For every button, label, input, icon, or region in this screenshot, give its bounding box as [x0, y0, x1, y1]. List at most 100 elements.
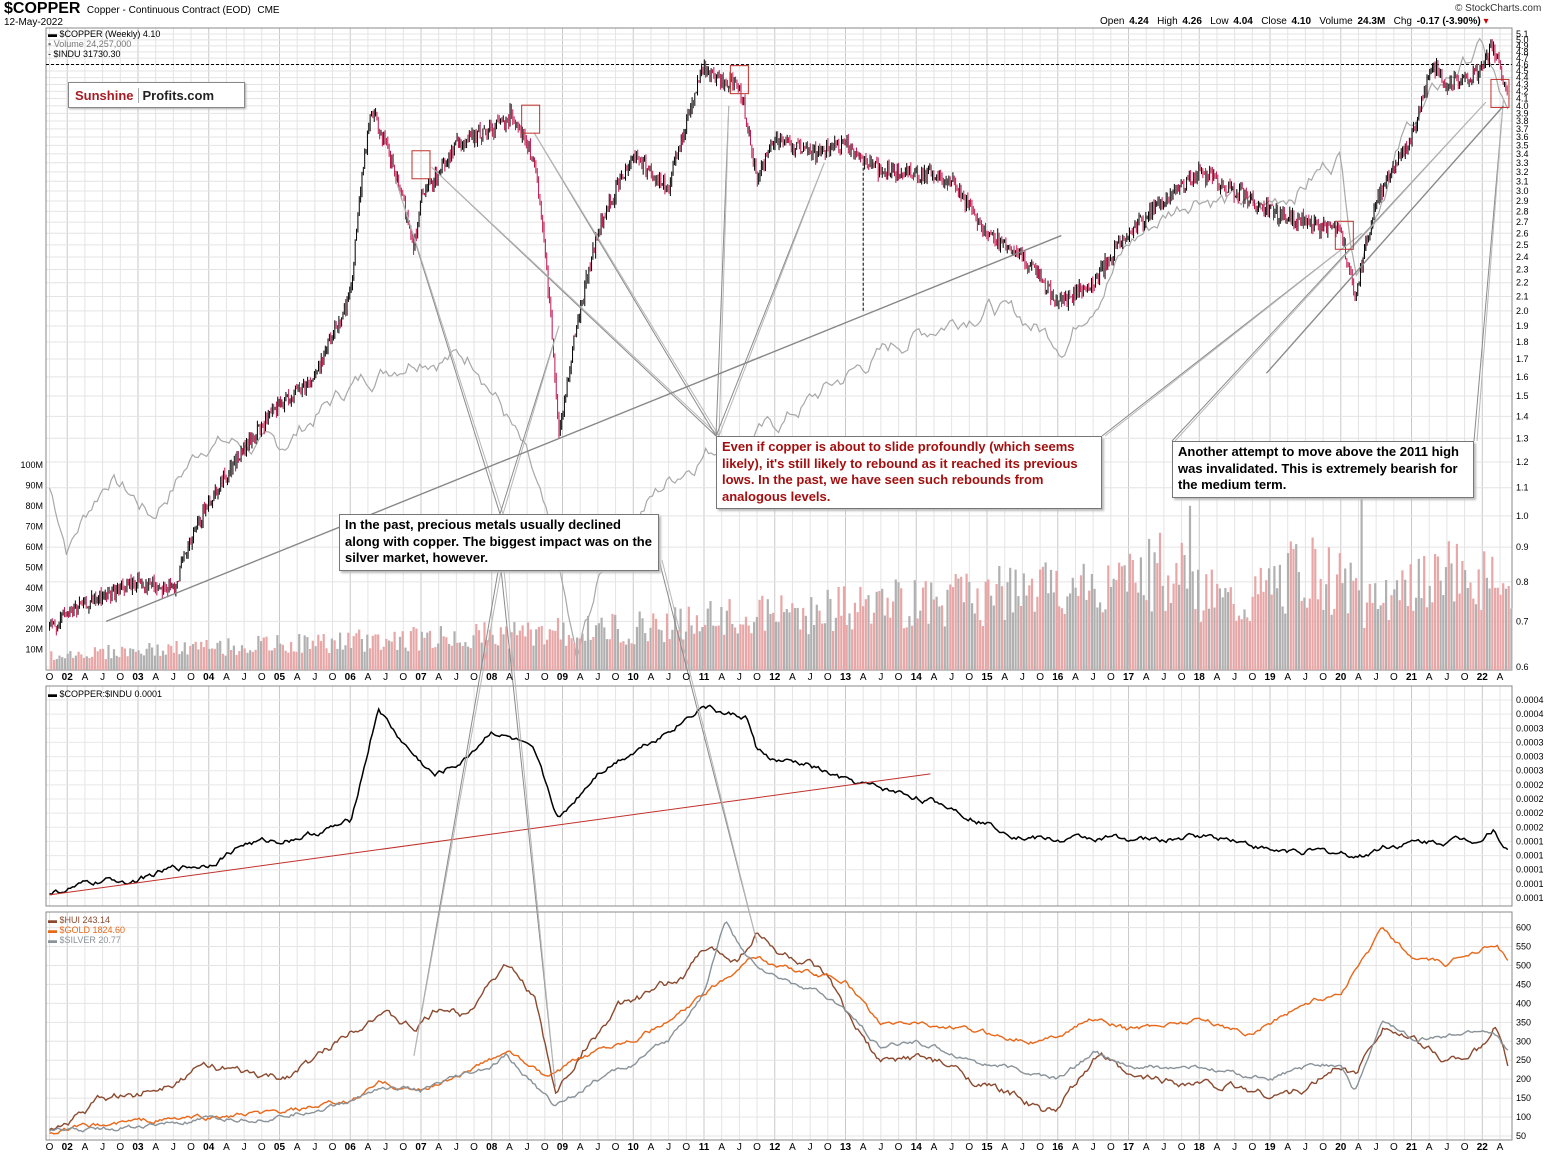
volume-bar — [674, 607, 677, 670]
volume-bar — [1415, 597, 1418, 670]
y-tick-label: 3.4 — [1516, 149, 1529, 159]
x-tick-label: 18 — [1194, 672, 1206, 683]
y-tick-label: 3.2 — [1516, 167, 1529, 177]
volume-bar — [1374, 583, 1377, 670]
volume-bar — [388, 640, 391, 670]
x-tick-label: 22 — [1477, 672, 1489, 683]
volume-bar — [1267, 568, 1271, 670]
x-tick-label: O — [1461, 672, 1469, 683]
volume-bar — [968, 581, 971, 670]
volume-bar — [309, 649, 312, 670]
volume-bar — [1382, 602, 1385, 670]
annotation-connector — [661, 559, 758, 943]
volume-value: 24.3M — [1357, 16, 1386, 27]
volume-bar — [1128, 553, 1132, 670]
volume-bar — [104, 659, 107, 670]
volume-bar — [742, 624, 745, 670]
y-tick-label: 1.1 — [1516, 483, 1529, 493]
y-tick-label: 4.8 — [1516, 47, 1529, 57]
x-tick-label: 07 — [415, 1142, 427, 1153]
x-tick-label: 06 — [345, 672, 357, 683]
volume-bar — [728, 599, 731, 670]
volume-bar — [200, 641, 203, 670]
volume-bar — [1276, 588, 1279, 670]
volume-bar — [420, 631, 423, 670]
x-tick-label: J — [808, 672, 813, 683]
volume-bar — [156, 644, 159, 670]
x-tick-label: J — [949, 1142, 954, 1153]
x-tick-label: J — [1161, 1142, 1166, 1153]
volume-bar — [1188, 505, 1192, 670]
volume-bar — [494, 643, 497, 670]
volume-bar — [630, 643, 633, 670]
volume-bar — [396, 649, 399, 670]
volume-bar — [1295, 544, 1298, 670]
volume-bar — [1082, 563, 1085, 670]
volume-bar — [464, 642, 467, 670]
y-tick-label: 4.0 — [1516, 101, 1529, 111]
y-tick-label: 3.5 — [1516, 140, 1529, 150]
y-tick-label: 2.8 — [1516, 206, 1529, 216]
volume-bar — [1450, 563, 1453, 670]
highlight-box — [1334, 220, 1354, 250]
annotation-connector — [502, 325, 560, 515]
volume-bar — [1202, 610, 1205, 670]
x-tick-label: 09 — [557, 1142, 569, 1153]
x-tick-label: J — [595, 1142, 600, 1153]
y-tick-label: 1.9 — [1516, 321, 1529, 331]
annotation-copper-rebound: Even if copper is about to slide profoun… — [716, 436, 1102, 509]
x-tick-label: A — [860, 672, 867, 683]
y-tick-label: 100M — [20, 460, 43, 470]
volume-bar — [317, 634, 320, 670]
x-tick-label: J — [1020, 672, 1025, 683]
volume-bar — [445, 637, 448, 670]
annotation-connector — [533, 132, 720, 437]
legend-indu-text: $INDU 31730.30 — [53, 49, 121, 59]
y-tick-label: 5.1 — [1516, 29, 1529, 39]
volume-bar — [292, 651, 295, 670]
x-tick-label: 12 — [769, 1142, 781, 1153]
volume-bar — [1464, 570, 1467, 670]
volume-bar — [747, 625, 750, 670]
volume-bar — [1033, 611, 1036, 670]
volume-bar — [66, 653, 69, 670]
volume-bar — [518, 630, 521, 670]
volume-bar — [671, 629, 674, 670]
volume-bar — [657, 629, 660, 670]
volume-bar — [1270, 594, 1273, 670]
volume-bar — [1126, 591, 1129, 670]
volume-bar — [1423, 556, 1426, 670]
volume-bar — [714, 626, 718, 670]
volume-bar — [979, 620, 982, 670]
volume-bar — [529, 629, 532, 670]
volume-bar — [774, 621, 777, 670]
legend-silver: ▬ $SILVER 20.77 — [48, 935, 121, 945]
volume-bar — [325, 648, 328, 670]
volume-bar — [717, 625, 720, 670]
volume-bar — [546, 639, 549, 670]
volume-bar — [251, 651, 254, 670]
volume-bar — [480, 642, 483, 670]
x-tick-label: 17 — [1123, 672, 1135, 683]
y-tick-label: 4.4 — [1516, 73, 1529, 83]
y-tick-label: 0.0001 — [1516, 851, 1544, 861]
volume-bar — [1079, 575, 1083, 670]
volume-bar — [276, 635, 279, 670]
volume-bar — [932, 599, 935, 670]
volume-bar — [1142, 595, 1145, 670]
volume-bar — [655, 618, 658, 670]
x-tick-label: A — [82, 672, 89, 683]
volume-bar — [382, 646, 385, 670]
volume-bar — [1210, 569, 1213, 670]
volume-bar — [772, 612, 775, 670]
volume-bar — [175, 641, 178, 670]
x-tick-label: J — [1303, 672, 1308, 683]
x-tick-label: 14 — [911, 672, 923, 683]
volume-bar — [567, 634, 570, 670]
x-tick-label: 11 — [699, 672, 710, 683]
volume-bar — [450, 645, 453, 670]
volume-bar — [404, 647, 407, 670]
x-tick-label: 15 — [981, 672, 993, 683]
x-tick-label: O — [1248, 1142, 1256, 1153]
volume-bar — [1085, 599, 1088, 670]
